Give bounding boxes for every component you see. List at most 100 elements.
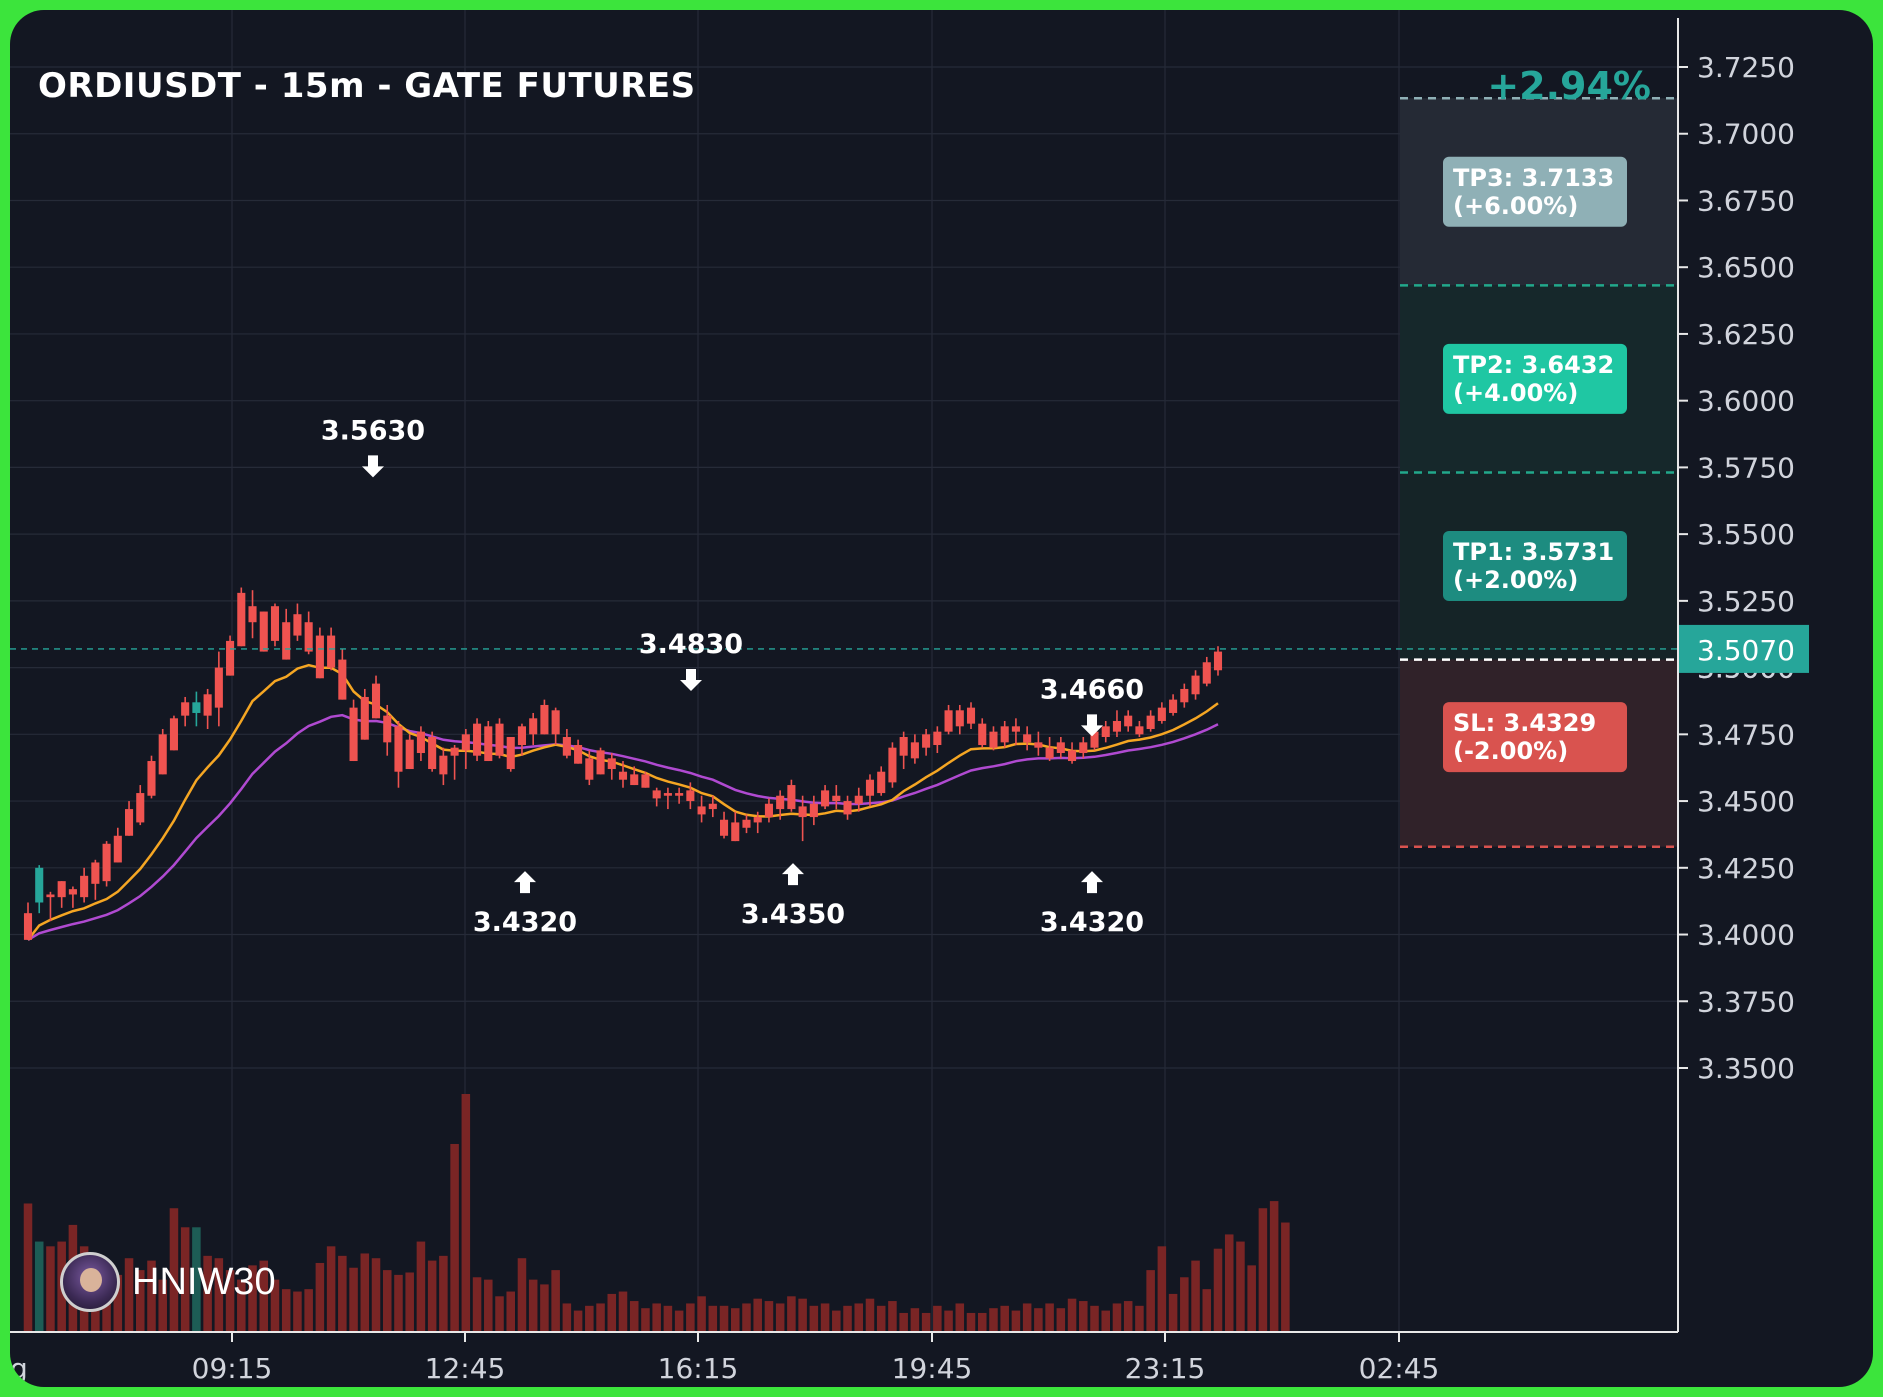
y-tick-label: 3.5500 (1697, 518, 1795, 551)
volume-bar (484, 1279, 493, 1332)
candle-body (944, 710, 953, 732)
volume-bar (1168, 1293, 1178, 1332)
volume-bar (730, 1308, 740, 1332)
tp1-label: TP1: 3.5731 (1453, 538, 1614, 566)
candle-body (57, 881, 66, 898)
tp1-pct: (+2.00%) (1453, 566, 1578, 594)
volume-bar (214, 1258, 224, 1332)
candle-body (1079, 742, 1088, 754)
candle-body (282, 622, 291, 660)
sl-label-box (1443, 702, 1627, 773)
annotation-label: 3.4350 (741, 899, 845, 930)
candle-body (203, 694, 212, 716)
candle-body (1191, 675, 1200, 695)
candle-body (798, 806, 807, 818)
annotation-label: 3.4830 (639, 629, 743, 660)
volume-bar (820, 1303, 830, 1332)
volume-bar (562, 1303, 572, 1332)
candle-body (405, 739, 414, 770)
candle-body (428, 737, 437, 770)
volume-bar (315, 1262, 325, 1332)
candle-body (192, 702, 201, 713)
volume-bar (708, 1305, 718, 1332)
volume-bar (46, 1246, 55, 1332)
volume-bar (573, 1310, 583, 1332)
volume-bar (192, 1227, 201, 1332)
candle-body (607, 758, 616, 770)
volume-bar (1112, 1303, 1122, 1332)
volume-bar (1180, 1277, 1189, 1332)
y-tick-label: 3.7000 (1697, 118, 1795, 151)
volume-bar (1269, 1201, 1279, 1332)
volume-bar (158, 1279, 167, 1332)
candle-body (675, 793, 684, 796)
candle-body (1000, 726, 1009, 743)
candle-body (315, 635, 324, 679)
y-tick-label: 3.6250 (1697, 318, 1795, 351)
candle-body (439, 755, 448, 775)
volume-bar (23, 1203, 33, 1332)
volume-bar (1022, 1303, 1032, 1332)
candle-body (933, 731, 942, 746)
volume-bar (124, 1258, 134, 1332)
candle-body (1213, 651, 1223, 671)
candle-body (46, 894, 55, 898)
y-tick-label: 3.6500 (1697, 251, 1795, 284)
candle-body (248, 606, 257, 623)
volume-bar (787, 1296, 796, 1332)
candle-body (585, 758, 594, 780)
volume-bar (495, 1296, 504, 1332)
volume-bar (394, 1274, 403, 1332)
volume-bar (203, 1255, 212, 1332)
volume-bar (854, 1303, 864, 1332)
candle-body (349, 707, 358, 762)
candle-body (989, 731, 998, 748)
candle-body (394, 726, 403, 772)
candle-body (327, 635, 336, 668)
volume-bar (180, 1227, 190, 1332)
y-tick-label: 3.3750 (1697, 985, 1795, 1018)
x-tick-label: 12:45 (425, 1352, 506, 1385)
volume-bar (1123, 1301, 1133, 1332)
candle-body (484, 726, 493, 762)
candle-body (1056, 742, 1065, 754)
volume-bar (944, 1310, 953, 1332)
y-tick-label: 3.4750 (1697, 718, 1795, 751)
candle-body (383, 715, 392, 743)
chart-frame: 3.7250 3.7000 3.6750 3.6500 3.6250 3.6000 3.57… (10, 10, 1873, 1387)
volume-bar (371, 1258, 381, 1332)
sl-label: SL: 3.4329 (1453, 709, 1596, 737)
candle-body (495, 723, 504, 756)
candlestick-chart: 3.7250 3.7000 3.6750 3.6500 3.6250 3.6000 3.57… (10, 10, 1809, 1385)
candle-body (697, 806, 706, 815)
y-tick-label: 3.5750 (1697, 451, 1795, 484)
volume-bar (113, 1274, 123, 1332)
candle-body (1101, 726, 1110, 738)
volume-bar (248, 1265, 257, 1332)
candle-body (80, 875, 89, 898)
candle-body (23, 913, 33, 940)
volume-bar (1034, 1308, 1043, 1332)
price-change-badge: +2.94% (1487, 64, 1651, 108)
watermark-name: HNIW30 (132, 1260, 276, 1303)
arrow-up-icon (514, 871, 536, 894)
x-tick-label: 23:15 (1125, 1352, 1206, 1385)
candle-body (955, 710, 964, 727)
candle-body (551, 710, 560, 735)
tp3-label-box (1443, 156, 1627, 227)
volume-bar (809, 1305, 819, 1332)
volume-bar (349, 1267, 358, 1332)
volume-bar (933, 1305, 942, 1332)
annotation-label: 3.5630 (321, 415, 425, 446)
candle-body (899, 737, 908, 756)
candle-body (147, 761, 156, 796)
volume-bar (652, 1303, 661, 1332)
volume-bar (382, 1270, 392, 1332)
volume-bar (1247, 1265, 1256, 1332)
candle-body (304, 622, 313, 652)
x-tick-label: 16:15 (658, 1352, 739, 1385)
volume-bar (1202, 1289, 1212, 1332)
candle-body (1169, 699, 1178, 713)
volume-bar (225, 1270, 235, 1332)
candle-body (742, 819, 751, 828)
